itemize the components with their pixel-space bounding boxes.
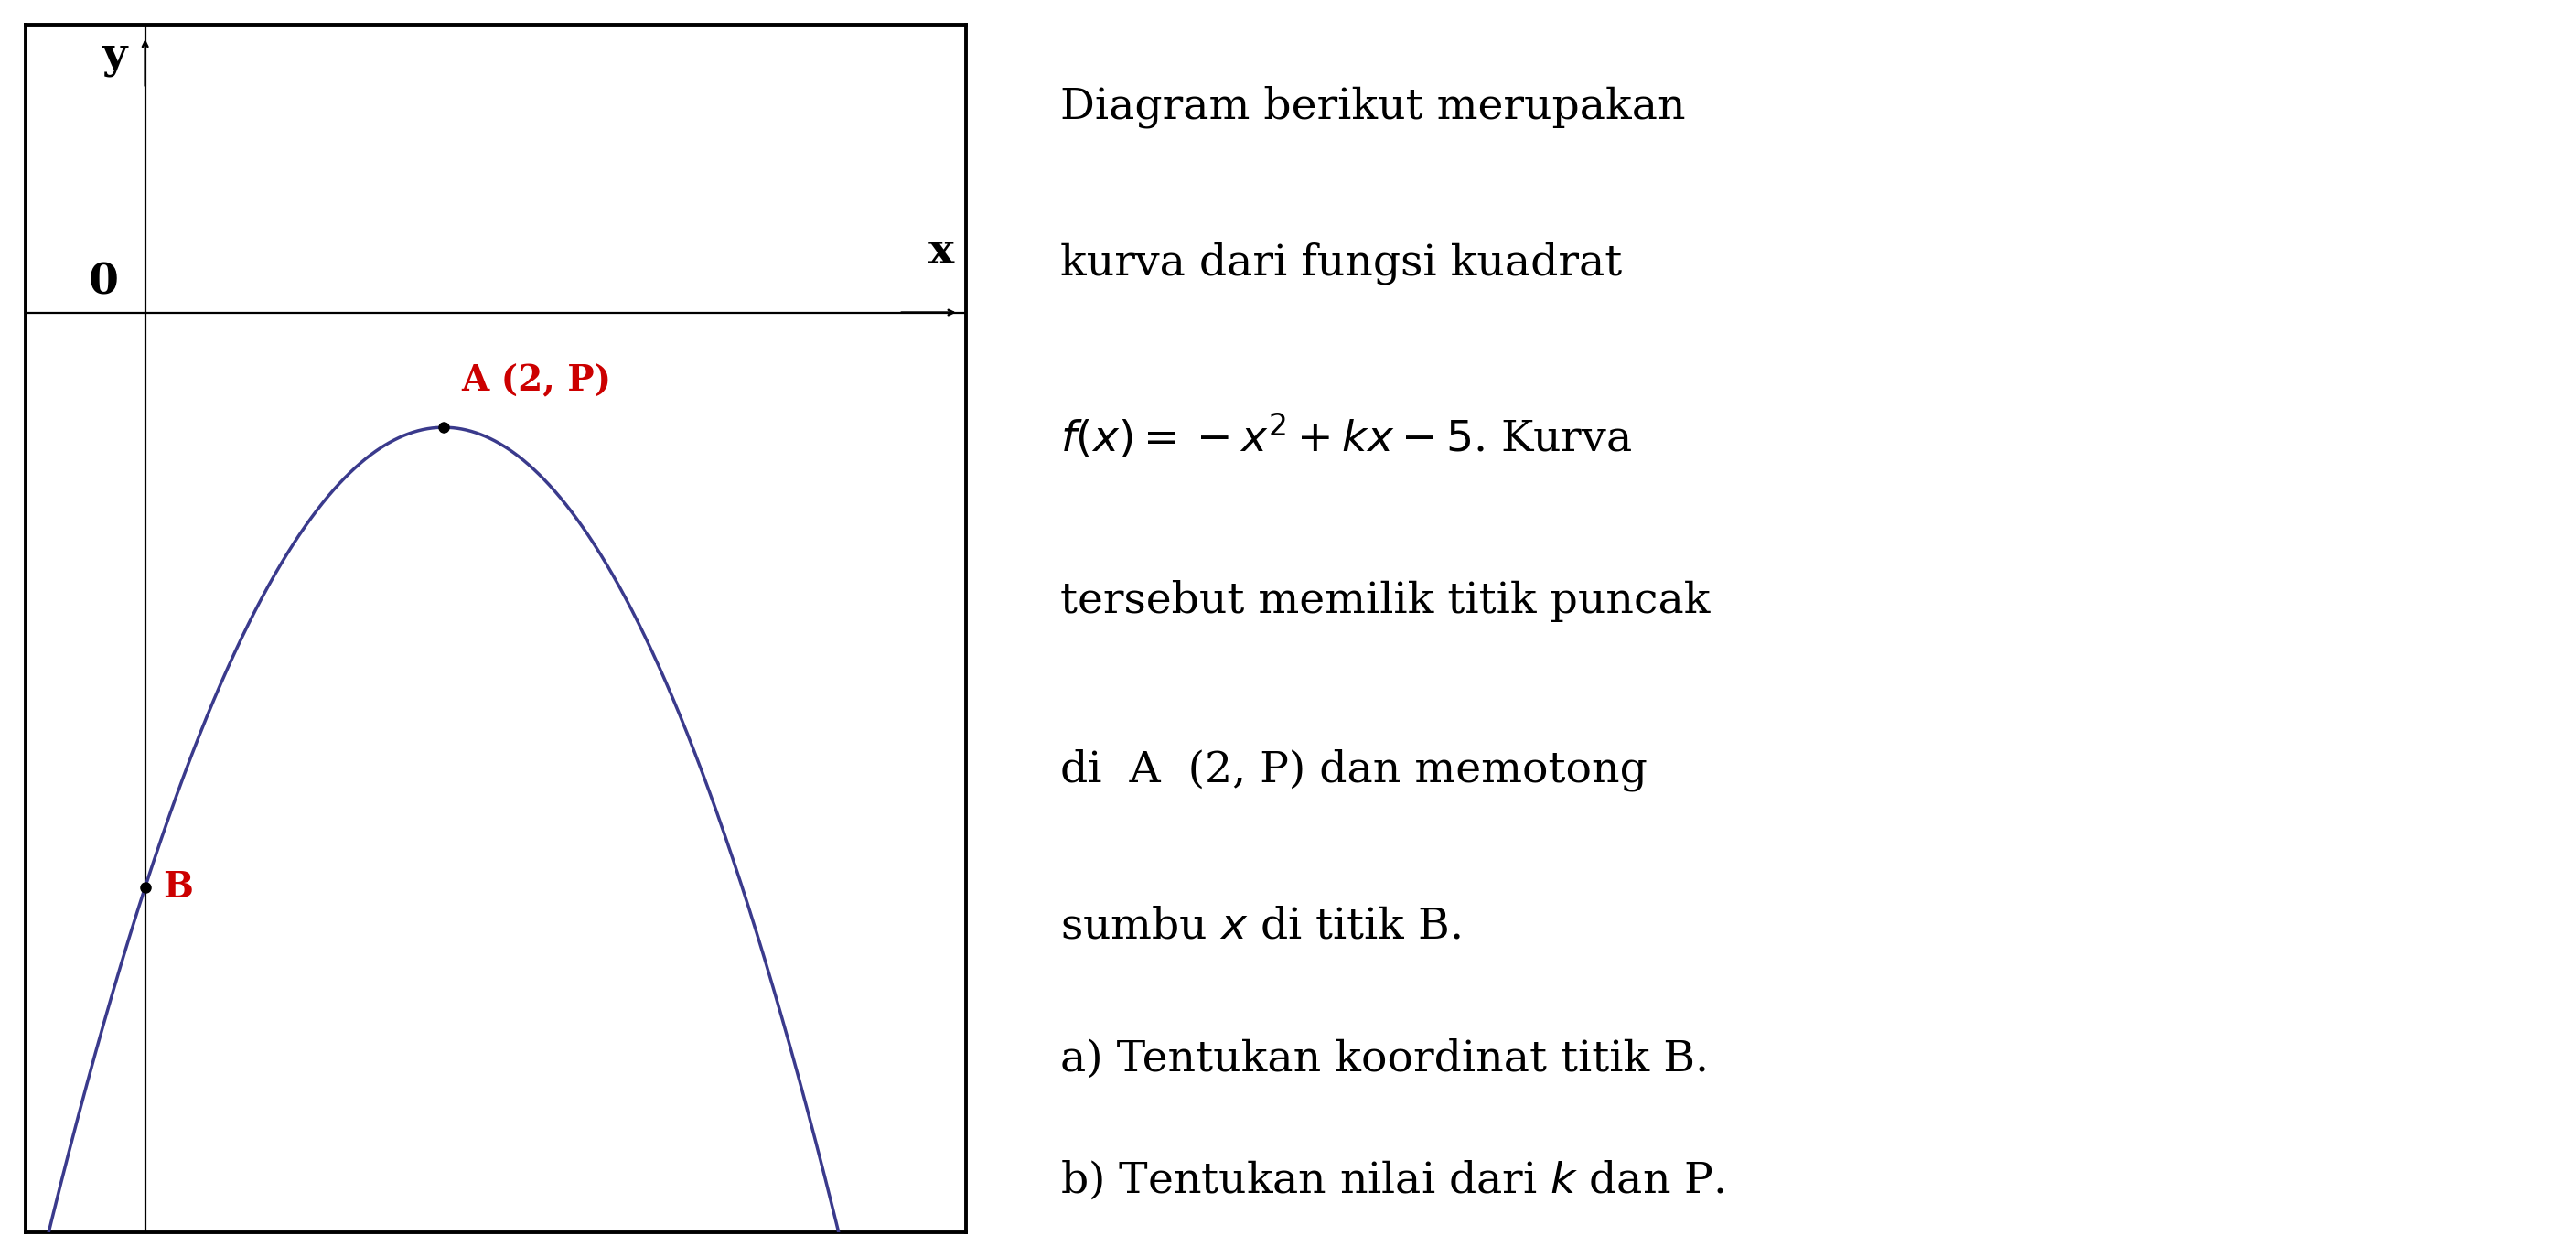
Text: Diagram berikut merupakan: Diagram berikut merupakan: [1061, 85, 1685, 128]
Text: A (2, P): A (2, P): [461, 363, 611, 398]
Text: di  A  (2, P) dan memotong: di A (2, P) dan memotong: [1061, 749, 1649, 792]
Text: sumbu $x$ di titik B.: sumbu $x$ di titik B.: [1061, 906, 1461, 948]
Text: $f(x)=-x^{2}+kx-5$. Kurva: $f(x)=-x^{2}+kx-5$. Kurva: [1061, 411, 1633, 460]
Text: x: x: [927, 230, 953, 273]
Text: a) Tentukan koordinat titik B.: a) Tentukan koordinat titik B.: [1061, 1038, 1708, 1080]
Text: B: B: [162, 870, 193, 905]
Text: b) Tentukan nilai dari $k$ dan P.: b) Tentukan nilai dari $k$ dan P.: [1061, 1159, 1726, 1202]
Text: 0: 0: [88, 260, 118, 303]
Text: y: y: [103, 34, 126, 77]
Text: kurva dari fungsi kuadrat: kurva dari fungsi kuadrat: [1061, 243, 1623, 285]
Text: tersebut memilik titik puncak: tersebut memilik titik puncak: [1061, 581, 1710, 622]
